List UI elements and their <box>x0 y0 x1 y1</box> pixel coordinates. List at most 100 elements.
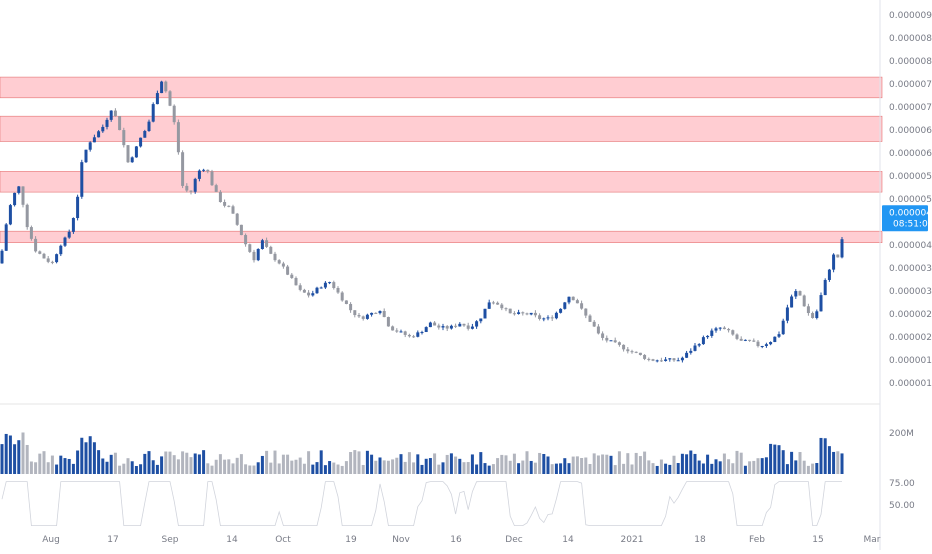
candle-body <box>433 322 437 326</box>
volume-bar <box>231 463 235 474</box>
candle-body <box>63 237 67 246</box>
volume-bar <box>252 465 256 474</box>
candle-body <box>357 315 361 317</box>
volume-bar <box>97 450 101 474</box>
candle-body <box>265 240 269 247</box>
volume-bar <box>832 451 836 474</box>
volume-bar <box>223 459 227 474</box>
volume-bar <box>546 456 550 474</box>
volume-bar <box>680 453 684 474</box>
volume-bar <box>197 454 201 474</box>
x-tick-label: 15 <box>812 535 823 545</box>
volume-tick-label: 200M <box>889 429 914 439</box>
candle-body <box>773 336 777 343</box>
volume-bar <box>517 463 521 474</box>
candle-body <box>160 81 164 94</box>
volume-bar <box>794 460 798 474</box>
candle-body <box>638 352 642 355</box>
candle-body <box>294 277 298 286</box>
volume-bar <box>365 450 369 474</box>
x-tick-label: 14 <box>562 535 574 545</box>
volume-bar <box>139 464 143 474</box>
volume-bar <box>668 464 672 474</box>
volume-bar <box>727 459 731 474</box>
candle-body <box>277 260 281 264</box>
candle-body <box>105 119 109 127</box>
candle-body <box>139 137 143 147</box>
volume-bar <box>395 457 399 474</box>
candle-body <box>8 205 12 225</box>
candle-body <box>529 312 533 315</box>
candle-body <box>617 342 621 345</box>
volume-bar <box>46 462 50 474</box>
volume-bar <box>172 455 176 474</box>
volume-bar <box>168 451 172 474</box>
candle-body <box>840 239 844 258</box>
candle-body <box>718 327 722 329</box>
volume-bar <box>80 437 84 474</box>
candle-body <box>248 244 252 252</box>
candle-body <box>4 224 8 251</box>
volume-bar <box>113 452 117 474</box>
resistance-zone[interactable] <box>0 171 883 193</box>
volume-bar <box>298 457 302 474</box>
volume-bar <box>336 464 340 474</box>
resistance-zone[interactable] <box>0 76 883 99</box>
candle-body <box>29 227 33 239</box>
resistance-zone[interactable] <box>0 115 883 142</box>
volume-bar <box>59 455 63 474</box>
volume-bar <box>374 460 378 474</box>
candle-body <box>634 351 638 353</box>
volume-bar <box>609 455 613 474</box>
volume-bar <box>655 465 659 474</box>
y-tick-label: 0.00000250 <box>889 310 932 320</box>
volume-bar <box>214 459 218 474</box>
volume-bar <box>218 454 222 474</box>
volume-bar <box>470 454 474 474</box>
volume-bar <box>596 455 600 474</box>
volume-bar <box>239 454 243 474</box>
candle-body <box>55 254 59 263</box>
resistance-zone[interactable] <box>0 230 883 243</box>
volume-bar <box>277 463 281 474</box>
candle-body <box>827 269 831 280</box>
volume-bar <box>613 465 617 474</box>
volume-bar <box>286 454 290 474</box>
volume-bar <box>836 451 840 474</box>
volume-bar <box>71 463 75 474</box>
candle-body <box>189 190 193 192</box>
volume-bar <box>710 463 714 474</box>
candle-body <box>764 344 768 346</box>
volume-bar <box>538 452 542 474</box>
candle-body <box>214 185 218 192</box>
volume-bar <box>777 445 781 474</box>
candle-body <box>25 204 29 228</box>
volume-bar <box>134 465 138 474</box>
candle-body <box>668 358 672 360</box>
volume-bar <box>349 452 353 474</box>
candle-body <box>344 300 348 304</box>
candle-body <box>802 295 806 307</box>
volume-bar <box>815 463 819 474</box>
volume-bar <box>382 460 386 474</box>
volume-bar <box>323 465 327 474</box>
candle-body <box>147 121 151 132</box>
volume-bar <box>428 458 432 474</box>
bar-countdown: 08:51:00 <box>893 219 932 229</box>
volume-bar <box>512 453 516 474</box>
candle-body <box>559 308 563 313</box>
volume-bar <box>575 456 579 474</box>
candle-body <box>252 251 256 261</box>
candle-body <box>332 282 336 288</box>
volume-bar <box>449 453 453 474</box>
candle-body <box>80 162 84 197</box>
y-tick-label: 0.00000700 <box>889 103 932 113</box>
volume-bar <box>739 452 743 474</box>
volume-bar <box>601 454 605 474</box>
candle-body <box>168 91 172 106</box>
candle-body <box>466 325 470 329</box>
candle-body <box>727 329 731 331</box>
candle-body <box>622 344 626 350</box>
volume-bar <box>454 456 458 474</box>
